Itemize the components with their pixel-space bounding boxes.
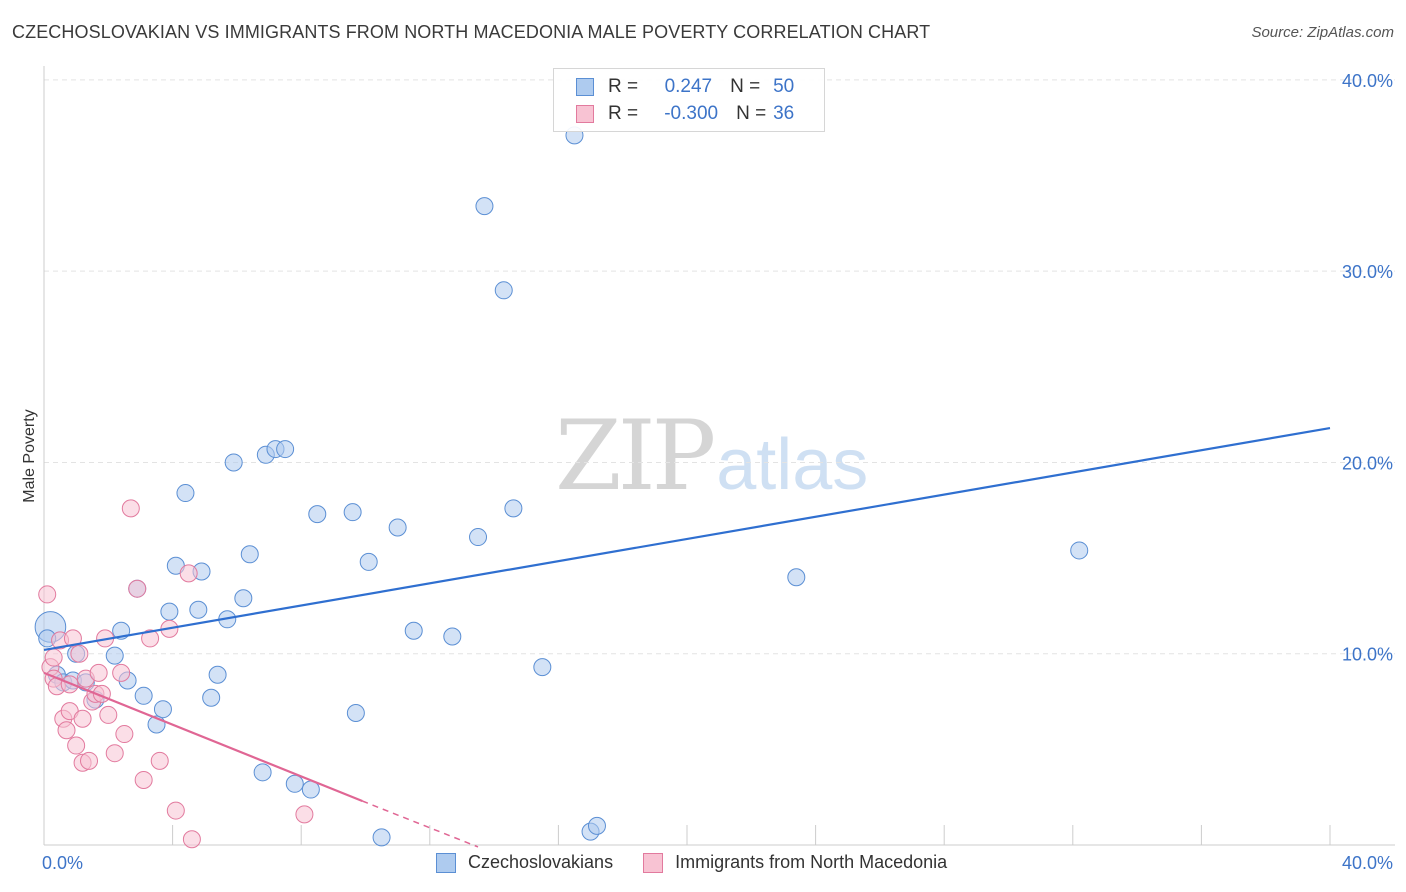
czechoslovakians-point [234,589,253,608]
czechoslovakians-point [494,281,513,300]
czechoslovakians-point [224,453,243,472]
czechoslovakians-point [153,700,172,719]
legend-n-value: 36 [773,103,795,124]
series-legend-czechoslovakians[interactable]: Czechoslovakians [436,852,613,873]
czechoslovakians-point [1070,541,1089,560]
czechoslovakians-point [443,627,462,646]
north-macedonia-point [80,751,99,770]
czechoslovakians-point [276,440,295,459]
czechoslovakians-point [308,505,327,524]
czechoslovakians-point [285,774,304,793]
north-macedonia-point [73,709,92,728]
north-macedonia-point [89,663,108,682]
czechoslovakians-point [208,665,227,684]
north-macedonia-trendline-extension [362,800,479,848]
north-macedonia-point [150,751,169,770]
north-macedonia-point [121,499,140,518]
czechoslovakians-point [787,568,806,587]
north-macedonia-point [99,705,118,724]
north-macedonia-point [182,830,201,849]
czechoslovakians-point [587,816,606,835]
czechoslovakians-point [469,528,488,547]
czechoslovakians-point [105,646,124,665]
czechoslovakians-point [253,763,272,782]
north-macedonia-point [128,579,147,598]
series-legend-north-macedonia[interactable]: Immigrants from North Macedonia [643,852,947,873]
north-macedonia-point [115,725,134,744]
czechoslovakians-point [134,686,153,705]
y-tick-label: 30.0% [1342,262,1393,282]
series-label-czechoslovakians: Czechoslovakians [468,852,614,872]
legend-swatch-czechoslovakians [576,78,594,96]
legend-n-label: N = [730,76,761,97]
north-macedonia-point [105,744,124,763]
north-macedonia-point [134,770,153,789]
y-tick-label: 20.0% [1342,453,1393,473]
x-tick-label: 0.0% [42,853,83,873]
czechoslovakians-point [346,704,365,723]
north-macedonia-point [70,644,89,663]
y-tick-label: 40.0% [1342,71,1393,91]
czechoslovakians-point [176,484,195,503]
north-macedonia-point [44,648,63,667]
chart-title: CZECHOSLOVAKIAN VS IMMIGRANTS FROM NORTH… [12,22,931,42]
czechoslovakians-point [504,499,523,518]
czechoslovakians-point [202,688,221,707]
north-macedonia-point [67,736,86,755]
y-tick-label: 10.0% [1342,645,1393,665]
series-swatch-north-macedonia [643,852,664,873]
czechoslovakians-point [533,658,552,677]
series-label-north-macedonia: Immigrants from North Macedonia [675,852,948,872]
czechoslovakians-point [372,828,391,847]
legend-row-north-macedonia: R = -0.300 N = 36 [576,101,794,127]
czechoslovakians-point [189,600,208,619]
legend-swatch-north-macedonia [576,105,594,123]
czechoslovakians-point [240,545,259,564]
north-macedonia-point [112,663,131,682]
czechoslovakians-point [404,621,423,640]
legend-r-label: R = [608,103,639,124]
correlation-legend: R = 0.247 N = 50 R = -0.300 N = 36 [553,68,825,132]
source-label: Source: ZipAtlas.com [1251,24,1394,41]
north-macedonia-point [166,801,185,820]
czechoslovakians-point [388,518,407,537]
series-swatch-czechoslovakians [436,852,456,873]
czechoslovakians-point [359,552,378,571]
legend-r-value: -0.300 [664,103,719,124]
north-macedonia-point [179,564,198,583]
x-tick-label: 40.0% [1342,853,1393,873]
legend-n-label: N = [736,103,767,124]
legend-row-czechoslovakians: R = 0.247 N = 50 [576,74,794,100]
czechoslovakians-point [343,503,362,522]
legend-n-value: 50 [773,76,795,97]
north-macedonia-trendline [43,671,363,803]
north-macedonia-point [141,629,160,648]
series-legend: Czechoslovakians Immigrants from North M… [436,852,977,873]
north-macedonia-point [57,721,76,740]
north-macedonia-point [38,585,57,604]
legend-r-value: 0.247 [664,76,713,97]
czechoslovakians-point [160,602,179,621]
north-macedonia-point [63,629,82,648]
north-macedonia-point [295,805,314,824]
legend-r-label: R = [608,76,639,97]
czechoslovakians-point [475,197,494,216]
czechoslovakians-trendline [43,426,1331,651]
